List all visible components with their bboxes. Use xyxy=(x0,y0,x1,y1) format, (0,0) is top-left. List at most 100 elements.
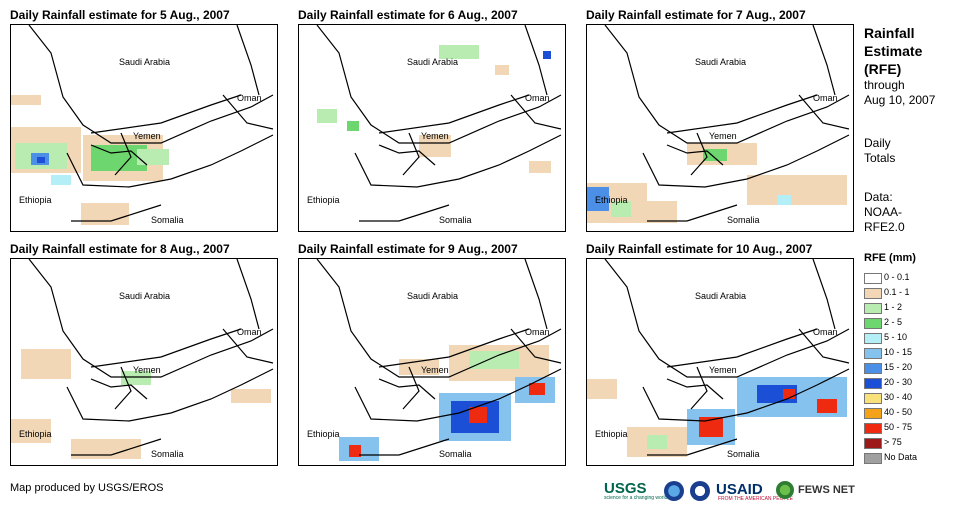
map-svg xyxy=(11,259,274,459)
label-oman: Oman xyxy=(525,93,550,103)
rainfall-map: Saudi Arabia Oman Yemen Ethiopia Somalia xyxy=(586,24,854,232)
label-somalia: Somalia xyxy=(151,215,184,225)
rain-patches xyxy=(317,45,551,173)
label-somalia: Somalia xyxy=(439,215,472,225)
label-ethiopia: Ethiopia xyxy=(307,195,340,205)
legend-swatch xyxy=(864,333,882,344)
label-ethiopia: Ethiopia xyxy=(19,429,52,439)
borders xyxy=(28,259,274,456)
legend-label: 1 - 2 xyxy=(884,302,903,312)
label-oman: Oman xyxy=(813,327,838,337)
label-somalia: Somalia xyxy=(439,449,472,459)
title-line: Estimate xyxy=(864,43,923,59)
through-text: through xyxy=(864,78,905,92)
label-saudi-arabia: Saudi Arabia xyxy=(407,57,459,67)
rain-patches xyxy=(11,95,169,225)
rainfall-map: Saudi Arabia Oman Yemen Ethiopia Somalia xyxy=(298,24,566,232)
panel-title: Daily Rainfall estimate for 9 Aug., 2007 xyxy=(298,242,518,256)
sidebar-daily: Daily Totals xyxy=(864,136,895,166)
legend-label: 15 - 20 xyxy=(884,362,913,372)
fews-net-logo: FEWS NET xyxy=(798,484,855,496)
legend-label: 2 - 5 xyxy=(884,317,903,327)
label-oman: Oman xyxy=(525,327,550,337)
label-yemen: Yemen xyxy=(421,131,449,141)
panel-title: Daily Rainfall estimate for 5 Aug., 2007 xyxy=(10,8,230,22)
label-yemen: Yemen xyxy=(133,365,161,375)
legend-label: 0 - 0.1 xyxy=(884,272,910,282)
panel-title: Daily Rainfall estimate for 6 Aug., 2007 xyxy=(298,8,518,22)
legend-swatch xyxy=(864,318,882,329)
rain-patches xyxy=(11,349,271,459)
legend-swatch xyxy=(864,348,882,359)
label-oman: Oman xyxy=(813,93,838,103)
fews-net-logo-icon xyxy=(776,481,794,499)
legend-label: 30 - 40 xyxy=(884,392,913,402)
map-svg xyxy=(587,25,850,223)
legend-label: 40 - 50 xyxy=(884,407,913,417)
usgs-tagline: science for a changing world xyxy=(604,495,668,501)
data-source-line: RFE2.0 xyxy=(864,220,905,234)
label-yemen: Yemen xyxy=(709,365,737,375)
label-yemen: Yemen xyxy=(421,365,449,375)
legend-label: > 75 xyxy=(884,437,902,447)
borders xyxy=(604,25,850,222)
map-credit: Map produced by USGS/EROS xyxy=(10,482,164,494)
rainfall-map: Saudi Arabia Oman Yemen Ethiopia Somalia xyxy=(586,258,854,466)
map-svg xyxy=(587,259,850,457)
legend-swatch xyxy=(864,273,882,284)
title-line: (RFE) xyxy=(864,61,902,77)
legend-swatch xyxy=(864,378,882,389)
label-oman: Oman xyxy=(237,93,262,103)
sidebar-data-source: Data: NOAA- RFE2.0 xyxy=(864,190,905,235)
usaid-logo: USAID xyxy=(716,481,763,498)
legend-swatch xyxy=(864,303,882,314)
borders xyxy=(28,25,274,222)
legend-label: 50 - 75 xyxy=(884,422,913,432)
label-saudi-arabia: Saudi Arabia xyxy=(119,291,171,301)
map-svg xyxy=(316,25,562,222)
label-yemen: Yemen xyxy=(709,131,737,141)
date-text: Aug 10, 2007 xyxy=(864,93,936,107)
legend-swatch xyxy=(864,288,882,299)
label-ethiopia: Ethiopia xyxy=(595,429,628,439)
rain-patches xyxy=(339,345,555,461)
legend-swatch xyxy=(864,423,882,434)
label-ethiopia: Ethiopia xyxy=(19,195,52,205)
panel-title: Daily Rainfall estimate for 7 Aug., 2007 xyxy=(586,8,806,22)
label-yemen: Yemen xyxy=(133,131,161,141)
map-svg xyxy=(316,259,562,461)
label-saudi-arabia: Saudi Arabia xyxy=(407,291,459,301)
dept-seal-icon xyxy=(690,481,710,501)
sidebar-title: Rainfall Estimate (RFE) through Aug 10, … xyxy=(864,24,935,108)
title-line: Rainfall xyxy=(864,25,915,41)
legend-swatch xyxy=(864,438,882,449)
usgs-logo: USGS xyxy=(604,480,647,497)
label-ethiopia: Ethiopia xyxy=(307,429,340,439)
panel-title: Daily Rainfall estimate for 10 Aug., 200… xyxy=(586,242,813,256)
legend-swatch xyxy=(864,408,882,419)
data-label: Data: xyxy=(864,190,893,204)
borders xyxy=(316,25,562,222)
label-saudi-arabia: Saudi Arabia xyxy=(695,57,747,67)
legend-label: 0.1 - 1 xyxy=(884,287,910,297)
legend-swatch xyxy=(864,393,882,404)
legend-label: 5 - 10 xyxy=(884,332,908,342)
label-ethiopia: Ethiopia xyxy=(595,195,628,205)
label-saudi-arabia: Saudi Arabia xyxy=(119,57,171,67)
rainfall-map: Saudi Arabia Oman Yemen Ethiopia Somalia xyxy=(10,24,278,232)
borders xyxy=(316,259,562,456)
borders xyxy=(604,259,850,456)
data-source-line: NOAA- xyxy=(864,205,903,219)
legend-label: 20 - 30 xyxy=(884,377,913,387)
label-saudi-arabia: Saudi Arabia xyxy=(695,291,747,301)
map-svg xyxy=(11,25,274,225)
label-somalia: Somalia xyxy=(727,215,760,225)
label-oman: Oman xyxy=(237,327,262,337)
label-somalia: Somalia xyxy=(727,449,760,459)
rainfall-map: Saudi Arabia Oman Yemen Ethiopia Somalia xyxy=(10,258,278,466)
usaid-tagline: FROM THE AMERICAN PEOPLE xyxy=(718,496,793,502)
legend-label: 10 - 15 xyxy=(884,347,913,357)
legend-swatch xyxy=(864,363,882,374)
daily-text: Daily xyxy=(864,136,891,150)
rainfall-map: Saudi Arabia Oman Yemen Ethiopia Somalia xyxy=(298,258,566,466)
